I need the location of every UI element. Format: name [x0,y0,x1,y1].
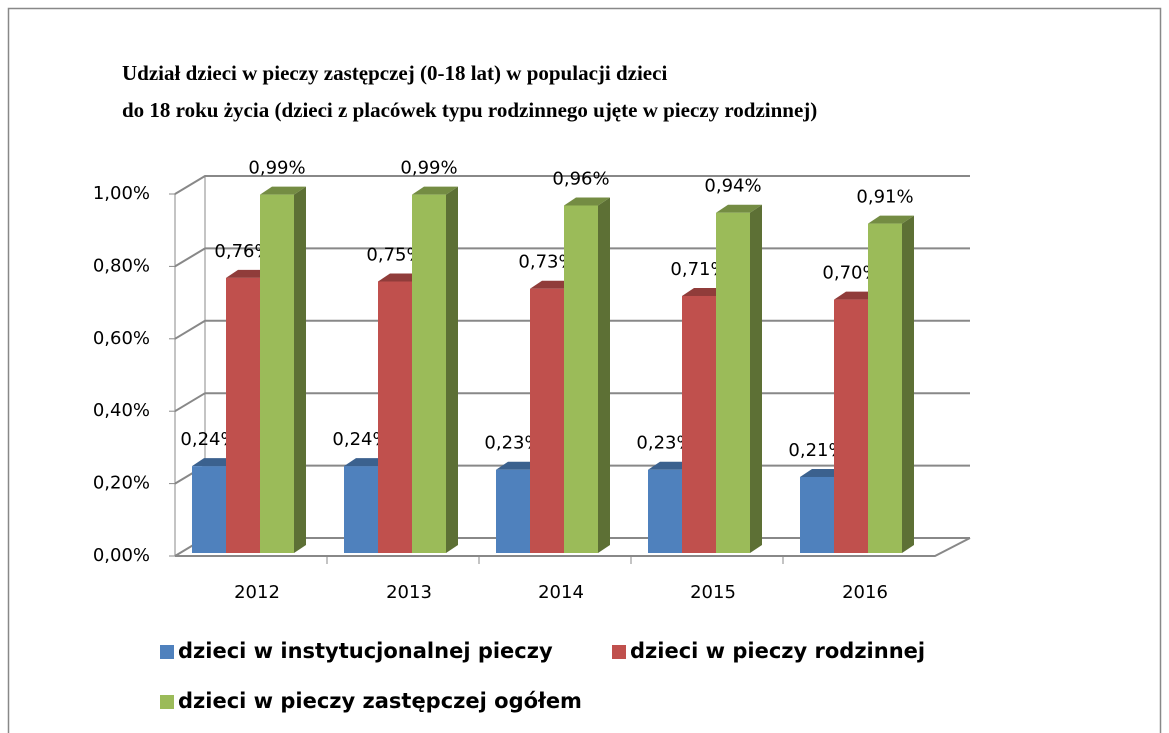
bar-side [902,215,914,553]
bar [496,469,530,553]
data-label: 0,21% [788,440,845,461]
legend-label: dzieci w pieczy rodzinnej [630,639,925,663]
bar [412,194,446,553]
bar-top [260,186,306,195]
data-label: 0,71% [670,259,727,280]
legend-swatch [612,645,626,659]
legend-swatch [160,695,174,709]
bar [226,277,260,553]
bar [800,476,834,553]
floor-edge [175,537,971,557]
bar [716,212,750,553]
x-tick-label: 2016 [842,582,888,603]
data-label: 0,24% [332,429,389,450]
x-tick-label: 2014 [538,582,584,603]
bar [192,466,226,553]
data-label: 0,73% [518,252,575,273]
y-tick-label: 1,00% [93,183,150,204]
bar [682,295,716,553]
x-tick-label: 2013 [386,582,432,603]
bar-side [750,204,762,553]
data-label: 0,23% [636,433,693,454]
y-tick-label: 0,20% [93,473,150,494]
data-label: 0,91% [856,187,913,208]
y-tick-label: 0,60% [93,328,150,349]
bar-top [716,204,762,213]
data-label: 0,99% [248,158,305,179]
bar [564,205,598,554]
legend-label: dzieci w instytucjonalnej pieczy [178,639,553,663]
bar-top [868,215,914,224]
x-tick-label: 2015 [690,582,736,603]
y-tick-label: 0,80% [93,255,150,276]
data-label: 0,75% [366,245,423,266]
data-label: 0,23% [484,433,541,454]
bar [834,299,868,553]
bar [260,194,294,553]
data-label: 0,76% [214,241,271,262]
bar [868,223,902,553]
x-tick-label: 2012 [234,582,280,603]
chart-border [7,7,1162,733]
data-label: 0,70% [822,263,879,284]
chart-title: Udział dzieci w pieczy zastępczej (0-18 … [122,61,667,85]
data-label: 0,24% [180,429,237,450]
y-tick-label: 0,00% [93,545,150,566]
bar [530,288,564,553]
bar [378,281,412,553]
bar-top [564,197,610,206]
legend-swatch [160,645,174,659]
legend-label: dzieci w pieczy zastępczej ogółem [178,689,582,713]
bar-side [294,186,306,553]
bar-side [598,197,610,554]
chart-title: do 18 roku życia (dzieci z placówek typu… [122,98,817,122]
data-label: 0,99% [400,158,457,179]
y-tick-label: 0,40% [93,400,150,421]
data-label: 0,96% [552,168,609,189]
bar [344,466,378,553]
bar [648,469,682,553]
bar-top [412,186,458,195]
bar-side [446,186,458,553]
data-label: 0,94% [704,176,761,197]
